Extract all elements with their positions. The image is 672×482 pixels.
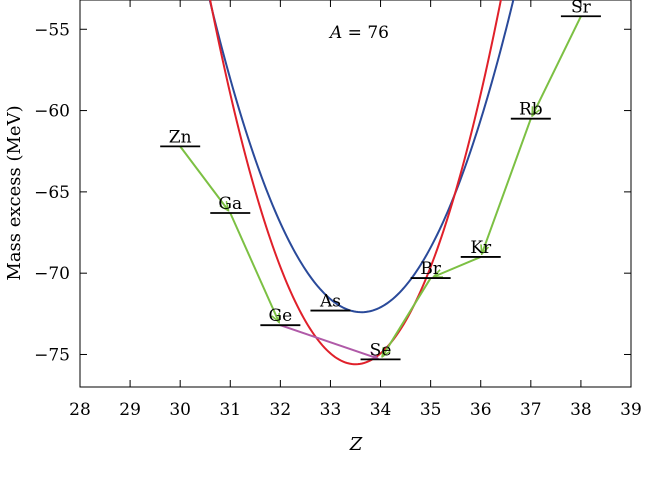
decay-arrow-rb-to-kr xyxy=(482,118,532,254)
decay-arrow-sr-to-rb xyxy=(531,15,582,116)
x-tick-label: 31 xyxy=(219,400,241,420)
element-label-se: Se xyxy=(370,340,392,360)
element-label-zn: Zn xyxy=(169,127,192,147)
x-tick-label: 36 xyxy=(470,400,492,420)
x-tick-label: 32 xyxy=(270,400,292,420)
x-axis-title: Z xyxy=(349,434,363,455)
axis-ticks xyxy=(79,0,632,387)
x-tick-label: 29 xyxy=(119,400,141,420)
red-parabola-curve xyxy=(209,0,502,366)
curves xyxy=(208,0,515,366)
y-tick-label: −75 xyxy=(34,345,70,365)
decay-arrow-zn-to-ga xyxy=(179,145,228,210)
mass-levels xyxy=(160,15,601,361)
x-tick-label: 34 xyxy=(370,400,392,420)
decay-arrows xyxy=(179,15,582,358)
element-label-ga: Ga xyxy=(218,194,242,214)
x-tick-label: 33 xyxy=(320,400,342,420)
decay-arrow-kr-to-br xyxy=(433,255,482,277)
annotation-mass-number: A = 76 xyxy=(328,23,389,43)
decay-arrow-ge-to-se xyxy=(280,324,377,358)
plot-frame xyxy=(79,0,632,388)
element-label-sr: Sr xyxy=(571,0,592,17)
y-tick-label: −55 xyxy=(34,20,70,40)
element-label-kr: Kr xyxy=(470,238,492,258)
x-tick-label: 30 xyxy=(169,400,191,420)
decay-arrow-br-to-se xyxy=(382,277,432,357)
axis-tick-labels: 28 29 30 31 32 33 34 35 36 37 38 39 −75 −70 −65 −60 −55 xyxy=(34,20,642,420)
y-tick-label: −60 xyxy=(34,102,70,122)
x-tick-label: 28 xyxy=(69,400,91,420)
y-tick-label: −65 xyxy=(34,183,70,203)
x-tick-label: 35 xyxy=(420,400,442,420)
decay-arrow-ga-to-ge xyxy=(229,212,281,322)
blue-parabola-curve xyxy=(208,0,515,314)
element-label-ge: Ge xyxy=(269,306,293,326)
x-tick-label: 38 xyxy=(570,400,592,420)
element-label-br: Br xyxy=(420,259,441,279)
element-label-rb: Rb xyxy=(519,100,543,120)
x-tick-label: 39 xyxy=(620,400,642,420)
x-tick-label: 37 xyxy=(520,400,542,420)
y-tick-label: −70 xyxy=(34,264,70,284)
element-label-as: As xyxy=(319,292,341,312)
element-labels: Zn Ga Ge As Se Br Kr Rb Sr xyxy=(169,0,592,360)
y-axis-title: Mass excess (MeV) xyxy=(4,105,25,280)
